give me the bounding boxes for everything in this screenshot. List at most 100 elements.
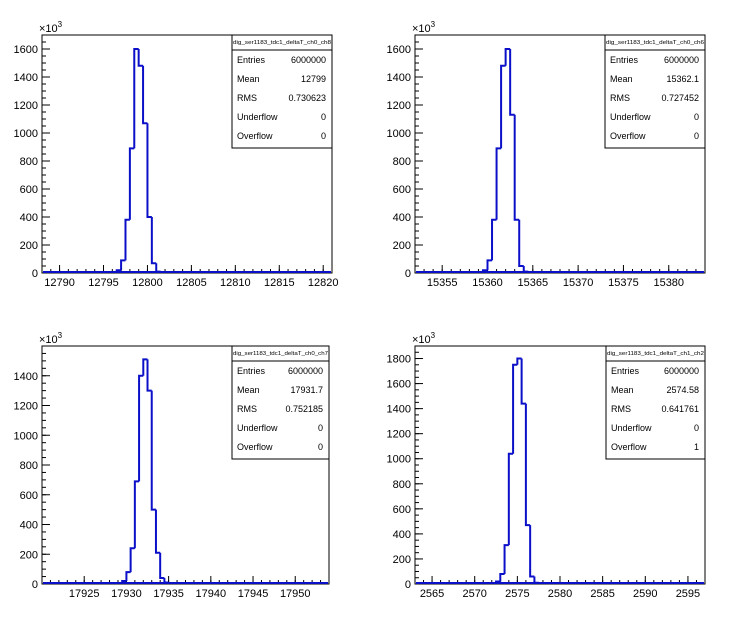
stats-value: 6000000 [664,366,699,376]
histogram-panel: 0 200 400 600 800 1000 1200 1400 1600 15355 15360 1… [387,20,706,289]
stats-label: Overflow [237,442,273,452]
y-tick-label: 1000 [14,430,38,442]
y-tick-label: 1800 [387,354,411,366]
histogram-bin [518,219,524,267]
y-exponent-label: ×103 [412,20,436,35]
y-tick-label: 600 [393,504,411,516]
stats-value: 0.727452 [661,93,699,103]
stats-value: 0.641761 [661,404,699,414]
y-tick-label: 1600 [387,379,411,391]
y-tick-label: 600 [20,490,38,502]
stats-box [231,34,333,149]
histogram-bin [129,547,135,573]
histogram-bin [486,259,493,271]
y-tick-label: 1200 [14,401,38,413]
histogram-bin [499,572,505,582]
x-tick-label: 2565 [420,588,444,600]
y-tick-label: 1400 [387,404,411,416]
y-tick-label: 1200 [387,429,411,441]
y-tick-label: 600 [20,184,38,196]
histogram-bin [121,580,127,584]
histogram-bin [163,578,169,584]
stats-value: 0.752185 [285,404,323,414]
y-tick-label: 0 [405,268,411,280]
x-tick-label: 17945 [238,588,269,600]
histogram-bin [155,263,161,273]
stats-value: 0 [318,423,323,433]
stats-label: Underflow [611,423,652,433]
y-tick-label: 400 [393,212,411,224]
histogram-title: dig_ser1183_tdc1_deltaT_ch0_ch6 [606,40,704,46]
histogram-bin [150,217,157,265]
x-tick-label: 17925 [69,588,100,600]
stats-value: 0 [694,423,699,433]
stats-label: Underflow [237,423,278,433]
x-tick-label: 12790 [44,277,75,289]
histogram-bin [115,269,122,273]
histogram-bin [133,48,139,149]
x-tick-label: 2585 [590,588,614,600]
histogram-panel: 0 200 400 600 800 1000 1200 1400 17925 17930 17935… [14,331,330,600]
histogram-bin [125,571,131,582]
x-tick-label: 2570 [462,588,486,600]
x-tick-label: 17935 [153,588,184,600]
histogram-bin [512,363,518,454]
y-tick-label: 400 [393,529,411,541]
stats-value: 17931.7 [290,385,323,395]
x-tick-label: 15375 [608,277,639,289]
histogram-bin [146,123,152,218]
x-tick-label: 2575 [505,588,529,600]
x-tick-label: 12800 [132,277,163,289]
histogram-bin [495,147,502,220]
stats-value: 0 [321,131,326,141]
histogram-bin [513,114,520,221]
histogram-panel: 0 200 400 600 800 1000 1200 1400 1600 12790 12795 1… [14,20,339,289]
stats-value: 6000000 [291,55,326,65]
stats-label: Underflow [610,112,651,122]
y-tick-label: 1000 [14,128,38,140]
histogram-bin [503,544,509,574]
x-tick-label: 17940 [196,588,227,600]
histogram-bin [533,576,539,584]
y-tick-label: 1200 [387,100,411,112]
histogram-bin [154,509,161,554]
histogram-bin [159,552,165,580]
y-tick-label: 200 [20,240,38,252]
stats-value: 2574.58 [666,385,699,395]
x-tick-label: 15380 [653,277,684,289]
y-exponent-label: ×103 [39,331,63,346]
y-tick-label: 0 [405,579,411,591]
stats-label: RMS [237,404,257,414]
stats-value: 12799 [301,74,326,84]
x-tick-label: 15370 [563,277,594,289]
stats-value: 0.730623 [288,93,326,103]
histogram-bin [491,218,497,261]
stats-label: Mean [610,74,633,84]
histogram-bin [128,147,135,220]
y-tick-label: 800 [393,156,411,168]
x-tick-label: 12805 [176,277,207,289]
histogram-bin [133,480,140,549]
x-tick-label: 17930 [111,588,142,600]
y-tick-label: 400 [20,520,38,532]
histogram-bin [529,525,535,578]
x-tick-label: 2595 [676,588,700,600]
stats-label: Entries [611,366,640,376]
histogram-bin [138,374,144,482]
histogram-panel: 0 200 400 600 800 1000 1200 1400 1600 1800 2565 257… [387,331,706,600]
histogram-bin [500,64,506,149]
histogram-title: dig_ser1183_tdc1_deltaT_ch0_ch8 [233,40,331,46]
y-tick-label: 1400 [14,371,38,383]
x-tick-label: 15365 [518,277,549,289]
histogram-bin [137,49,144,67]
y-tick-label: 400 [20,212,38,224]
histogram-bin [507,452,514,546]
y-tick-label: 800 [20,156,38,168]
stats-box [231,345,330,460]
stats-label: Overflow [237,131,273,141]
x-tick-label: 12815 [264,277,295,289]
stats-value: 0 [321,112,326,122]
histogram-bin [142,358,148,376]
stats-value: 1 [694,442,699,452]
stats-value: 15362.1 [666,74,699,84]
